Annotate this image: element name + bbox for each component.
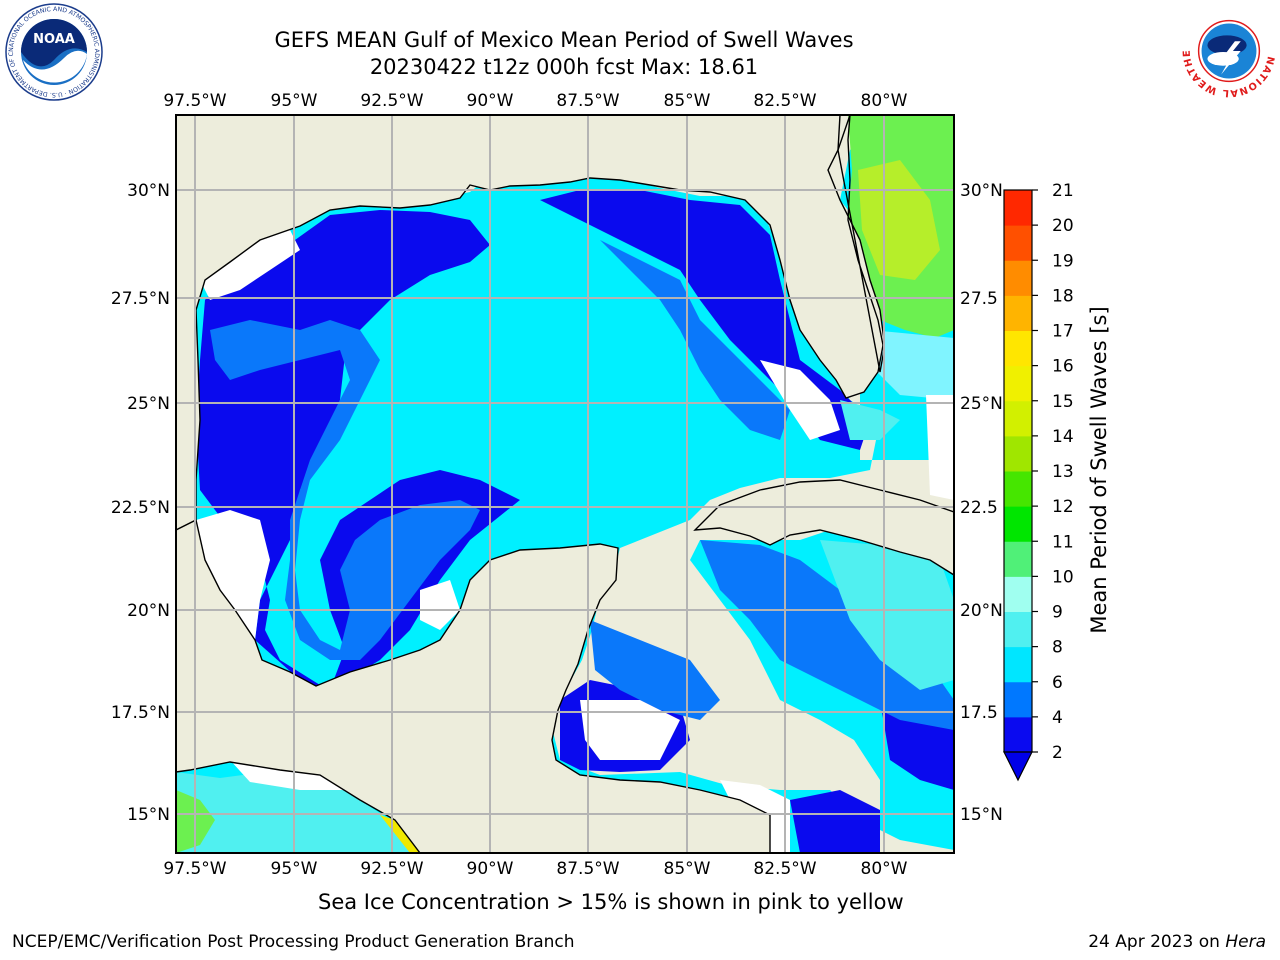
colorbar-label: Mean Period of Swell Waves [s] [1087, 306, 1111, 633]
colorbar-segment [1004, 435, 1032, 472]
lat-label-right: 22.5 [960, 498, 998, 518]
land-cuba [693, 479, 954, 576]
colorbar-extend-min [1003, 751, 1033, 782]
host-name: Hera [1225, 932, 1266, 952]
swell-band-midblue-e [600, 240, 790, 440]
lon-label-top: 80°W [861, 91, 908, 111]
run-date-credit: 24 Apr 2023 on Hera [1088, 932, 1266, 952]
noaa-logo-text: NOAA [33, 32, 75, 47]
colorbar-segment [1004, 400, 1032, 437]
colorbar-segment [1004, 365, 1032, 402]
colorbar-segment [1004, 506, 1032, 542]
lat-label-right: 20°N [960, 601, 1003, 621]
lon-label-bottom: 90°W [467, 859, 514, 879]
colorbar-segment [1004, 541, 1032, 577]
colorbar-segment [1004, 190, 1032, 226]
lon-labels-bottom: 97.5°W 95°W 92.5°W 90°W 87.5°W 85°W 82.5… [163, 859, 907, 879]
colorbar-segment [1004, 471, 1032, 507]
pacific-swell-strip [380, 815, 420, 853]
chart-subtitle: 20230422 t12z 000h fcst Max: 18.61 [369, 55, 759, 79]
lon-label-bottom: 87.5°W [556, 859, 619, 879]
colorbar-tick-label: 20 [1052, 216, 1074, 236]
colorbar-tick-label: 6 [1052, 673, 1063, 693]
atlantic-swell-cyan [870, 330, 954, 400]
noaa-logo: NATIONAL OCEANIC AND ATMOSPHERIC ADMINIS… [4, 2, 103, 101]
colorbar-tick-label: 13 [1052, 462, 1074, 482]
colorbar-segment [1004, 225, 1032, 261]
colorbar-segment [1004, 611, 1032, 648]
colorbar-tick-label: 19 [1052, 251, 1074, 271]
pacific-water [176, 770, 420, 853]
colorbar-segment [1004, 681, 1032, 718]
lon-label-bottom: 97.5°W [163, 859, 226, 879]
colorbar-segment [1004, 330, 1032, 367]
lon-label-bottom: 95°W [271, 859, 318, 879]
colorbar-tick-label: 12 [1052, 497, 1074, 517]
colorbar-tick-label: 21 [1052, 181, 1074, 201]
lat-label-left: 27.5°N [111, 289, 170, 309]
map-frame [175, 114, 955, 854]
coastlines [176, 115, 954, 853]
lat-label-right: 15°N [960, 805, 1003, 825]
colorbar-tick-label: 10 [1052, 567, 1074, 587]
lon-label-top: 82.5°W [753, 91, 816, 111]
colorbar-tick-label: 14 [1052, 427, 1074, 447]
lat-label-right: 30°N [960, 181, 1003, 201]
chart-title: GEFS MEAN Gulf of Mexico Mean Period of … [274, 28, 854, 52]
nws-logo: NATIONAL WEATHER SERVICE [1180, 2, 1277, 98]
run-date: 24 Apr 2023 on [1088, 932, 1226, 952]
land-us-north [176, 115, 885, 531]
sea-ice-footnote: Sea Ice Concentration > 15% is shown in … [318, 890, 904, 914]
colorbar-tick-label: 11 [1052, 532, 1074, 552]
colorbar-segment [1004, 646, 1032, 683]
lon-label-top: 97.5°W [163, 91, 226, 111]
lon-labels-top: 97.5°W 95°W 92.5°W 90°W 87.5°W 85°W 82.5… [163, 91, 907, 111]
colorbar-segment [1004, 295, 1032, 331]
lon-label-bottom: 85°W [664, 859, 711, 879]
lat-labels-left: 30°N 27.5°N 25°N 22.5°N 20°N 17.5°N 15°N [111, 181, 170, 825]
lat-label-right: 25°N [960, 394, 1003, 414]
lon-label-top: 87.5°W [556, 91, 619, 111]
lat-label-left: 30°N [127, 181, 170, 201]
colorbar-tick-label: 4 [1052, 708, 1063, 728]
map-plot-area [176, 115, 954, 853]
lon-label-top: 92.5°W [360, 91, 423, 111]
swell-band-blue-south [790, 790, 880, 853]
lat-labels-right: 30°N 27.5 25°N 22.5 20°N 17.5 15°N [960, 181, 1003, 825]
colorbar: 2 4 6 8 9 10 11 12 13 14 15 16 17 18 19 20 21 [1003, 181, 1074, 782]
colorbar-tick-label: 18 [1052, 286, 1074, 306]
lon-label-top: 85°W [664, 91, 711, 111]
swell-band-lightcyan-east [820, 540, 954, 690]
colorbar-tick-label: 9 [1052, 603, 1063, 623]
lon-label-top: 90°W [467, 91, 514, 111]
colorbar-tick-label: 17 [1052, 322, 1074, 342]
lat-label-left: 20°N [127, 601, 170, 621]
graticule [176, 115, 954, 853]
colorbar-tick-label: 8 [1052, 638, 1063, 658]
lat-label-left: 15°N [127, 805, 170, 825]
lon-label-bottom: 80°W [861, 859, 908, 879]
lon-label-bottom: 92.5°W [360, 859, 423, 879]
land-florida-east [837, 115, 885, 373]
colorbar-segment [1004, 576, 1032, 612]
colorbar-tick-label: 15 [1052, 392, 1074, 412]
lon-label-top: 95°W [271, 91, 318, 111]
colorbar-segment [1004, 716, 1032, 753]
lat-label-left: 17.5°N [111, 703, 170, 723]
colorbar-segment [1004, 260, 1032, 296]
lat-label-left: 22.5°N [111, 498, 170, 518]
colorbar-tick-label: 2 [1052, 743, 1063, 763]
swell-band-midblue-w [210, 320, 480, 660]
producer-credit: NCEP/EMC/Verification Post Processing Pr… [12, 932, 575, 952]
colorbar-tick-label: 16 [1052, 357, 1074, 377]
swell-band-midblue-se [700, 540, 954, 730]
lat-label-right: 17.5 [960, 703, 998, 723]
lat-label-right: 27.5 [960, 289, 998, 309]
lat-label-left: 25°N [127, 394, 170, 414]
lon-label-bottom: 82.5°W [753, 859, 816, 879]
